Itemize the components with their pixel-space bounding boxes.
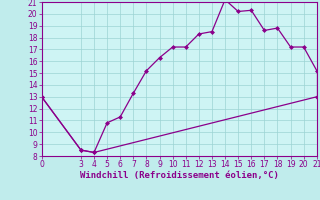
- X-axis label: Windchill (Refroidissement éolien,°C): Windchill (Refroidissement éolien,°C): [80, 171, 279, 180]
